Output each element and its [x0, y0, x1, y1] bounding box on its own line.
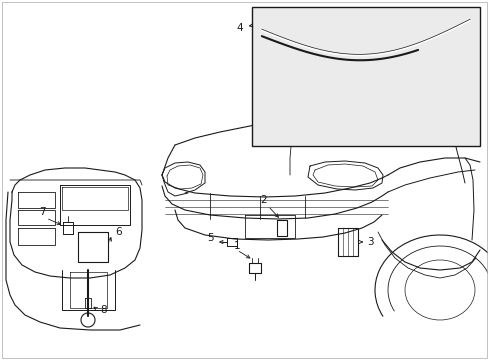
Bar	[251, 7, 479, 146]
Text: 3: 3	[366, 237, 372, 247]
Text: 5: 5	[206, 233, 213, 243]
Text: 4: 4	[236, 23, 243, 33]
Text: 1: 1	[233, 241, 240, 251]
Text: 6: 6	[115, 227, 122, 237]
Text: 2: 2	[260, 195, 267, 205]
Text: 7: 7	[39, 207, 45, 217]
Text: 8: 8	[100, 305, 106, 315]
